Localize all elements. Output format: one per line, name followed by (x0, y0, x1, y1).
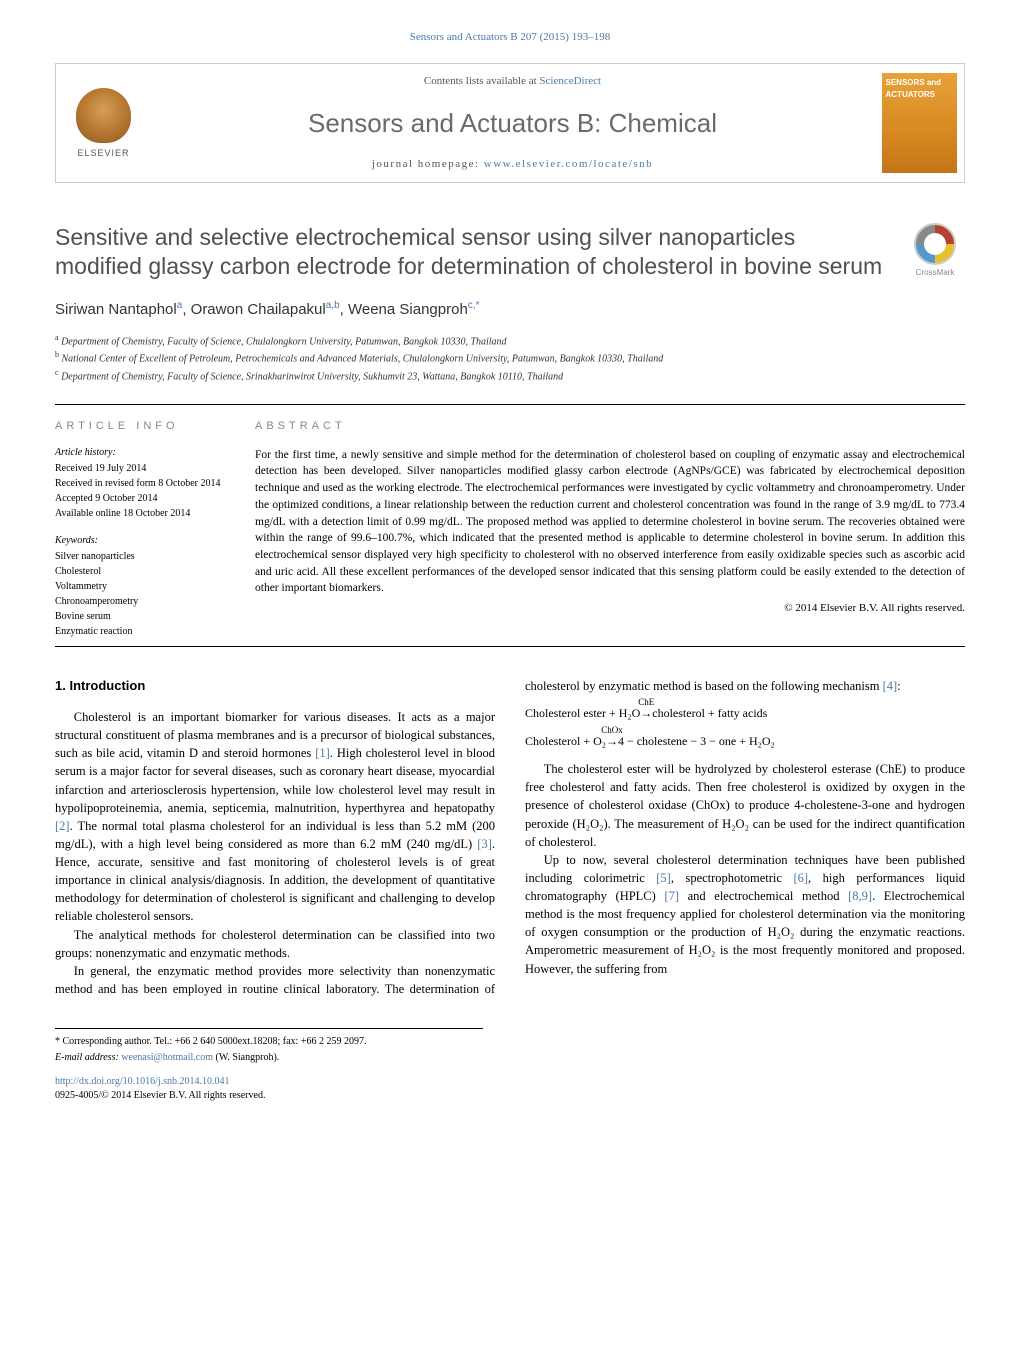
elsevier-tree-icon (76, 88, 131, 143)
homepage-prefix: journal homepage: (372, 158, 484, 170)
cover-thumb-cell: SENSORS and ACTUATORS (874, 64, 964, 182)
keyword-line: Voltammetry (55, 580, 230, 594)
history-line: Received 19 July 2014 (55, 462, 230, 476)
keywords-label: Keywords: (55, 534, 230, 548)
ref-link[interactable]: [6] (793, 871, 808, 885)
ref-link[interactable]: [7] (664, 889, 679, 903)
masthead-center: Contents lists available at ScienceDirec… (151, 64, 874, 182)
authors-line: Siriwan Nantaphola, Orawon Chailapakula,… (55, 299, 965, 320)
history-line: Received in revised form 8 October 2014 (55, 477, 230, 491)
keyword-line: Chronoamperometry (55, 595, 230, 609)
affiliation-line: c Department of Chemistry, Faculty of Sc… (55, 367, 965, 384)
email-label: E-mail address: (55, 1052, 121, 1063)
doi-link[interactable]: http://dx.doi.org/10.1016/j.snb.2014.10.… (55, 1076, 230, 1087)
affiliation-line: b National Center of Excellent of Petrol… (55, 349, 965, 366)
sciencedirect-link[interactable]: ScienceDirect (539, 75, 601, 87)
ref-link[interactable]: [1] (315, 746, 330, 760)
body-paragraph: Cholesterol is an important biomarker fo… (55, 708, 495, 926)
body-paragraph: The cholesterol ester will be hydrolyzed… (525, 760, 965, 851)
masthead: ELSEVIER Contents lists available at Sci… (55, 63, 965, 183)
abstract-copyright: © 2014 Elsevier B.V. All rights reserved… (255, 601, 965, 617)
body-columns: 1. Introduction Cholesterol is an import… (55, 677, 965, 998)
article-title: Sensitive and selective electrochemical … (55, 223, 905, 281)
elsevier-logo[interactable]: ELSEVIER (66, 81, 141, 166)
history-label: Article history: (55, 446, 230, 460)
journal-name: Sensors and Actuators B: Chemical (171, 105, 854, 141)
ref-link[interactable]: [3] (477, 837, 492, 851)
cover-label-bottom: ACTUATORS (886, 89, 953, 100)
header-citation: Sensors and Actuators B 207 (2015) 193–1… (55, 30, 965, 45)
ref-link[interactable]: [5] (656, 871, 671, 885)
abstract-label: abstract (255, 419, 965, 435)
corresponding-author: * Corresponding author. Tel.: +66 2 640 … (55, 1035, 483, 1049)
email-link[interactable]: weenasi@hotmail.com (121, 1052, 213, 1063)
article-info: article info Article history: Received 1… (55, 419, 255, 640)
abstract-text: For the first time, a newly sensitive an… (255, 447, 965, 597)
contents-prefix: Contents lists available at (424, 75, 539, 87)
history-line: Available online 18 October 2014 (55, 507, 230, 521)
cover-label-top: SENSORS and (886, 77, 953, 88)
body-paragraph: Up to now, several cholesterol determina… (525, 851, 965, 978)
crossmark-label: CrossMark (916, 268, 955, 277)
keyword-line: Bovine serum (55, 610, 230, 624)
corresponding-email-line: E-mail address: weenasi@hotmail.com (W. … (55, 1051, 483, 1065)
email-who: (W. Siangproh). (213, 1052, 279, 1063)
equation: Cholesterol + O₂→ChOx4 − cholestene − 3 … (525, 733, 965, 750)
publisher-logo-cell: ELSEVIER (56, 64, 151, 182)
ref-link[interactable]: [2] (55, 819, 70, 833)
issn-line: 0925-4005/© 2014 Elsevier B.V. All right… (55, 1090, 265, 1101)
homepage-link[interactable]: www.elsevier.com/locate/snb (484, 158, 653, 170)
homepage-line: journal homepage: www.elsevier.com/locat… (171, 157, 854, 172)
abstract: abstract For the first time, a newly sen… (255, 419, 965, 640)
crossmark-icon (914, 223, 956, 265)
corresponding-footer: * Corresponding author. Tel.: +66 2 640 … (55, 1028, 483, 1065)
doi-block: http://dx.doi.org/10.1016/j.snb.2014.10.… (55, 1075, 965, 1103)
elsevier-text: ELSEVIER (77, 147, 129, 160)
info-abstract-row: article info Article history: Received 1… (55, 404, 965, 640)
ref-link[interactable]: [8,9] (848, 889, 872, 903)
keyword-line: Silver nanoparticles (55, 550, 230, 564)
title-block: Sensitive and selective electrochemical … (55, 223, 965, 281)
intro-heading: 1. Introduction (55, 677, 495, 696)
journal-cover-thumb[interactable]: SENSORS and ACTUATORS (882, 73, 957, 173)
keyword-line: Enzymatic reaction (55, 625, 230, 639)
affiliation-line: a Department of Chemistry, Faculty of Sc… (55, 332, 965, 349)
section-divider (55, 646, 965, 647)
crossmark-widget[interactable]: CrossMark (905, 223, 965, 278)
article-info-label: article info (55, 419, 230, 434)
body-paragraph: The analytical methods for cholesterol d… (55, 926, 495, 962)
history-line: Accepted 9 October 2014 (55, 492, 230, 506)
contents-line: Contents lists available at ScienceDirec… (171, 74, 854, 89)
ref-link[interactable]: [4] (883, 679, 898, 693)
keyword-line: Cholesterol (55, 565, 230, 579)
affiliations: a Department of Chemistry, Faculty of Sc… (55, 332, 965, 384)
equation: Cholesterol ester + H₂O→ChEcholesterol +… (525, 705, 965, 722)
